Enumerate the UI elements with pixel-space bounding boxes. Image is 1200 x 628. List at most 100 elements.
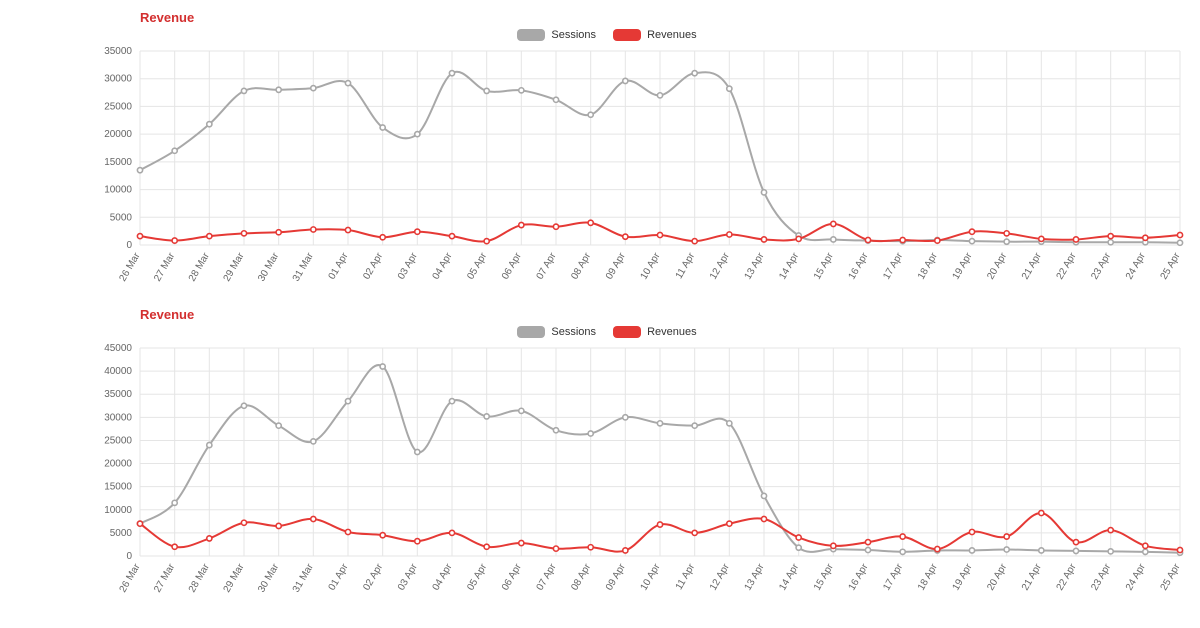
revenues-marker [415,539,420,544]
x-axis-label: 21 Apr [1020,251,1044,282]
x-axis-label: 11 Apr [674,562,698,592]
sessions-marker [692,423,697,428]
x-axis-label: 03 Apr [396,251,420,282]
svg-text:15000: 15000 [104,482,132,493]
revenues-marker [727,232,732,237]
legend-label-revenues: Revenues [647,29,697,41]
revenues-marker [345,530,350,535]
sessions-marker [415,450,420,455]
sessions-marker [831,237,836,242]
revenue-chart-1: Revenue Sessions Revenues 05000100001500… [10,10,1190,301]
x-axis-label: 27 Mar [152,562,177,595]
x-axis-label: 19 Apr [951,251,975,282]
x-axis-label: 25 Apr [1159,251,1183,282]
revenues-marker [623,548,628,553]
x-axis-label: 31 Mar [291,562,316,595]
sessions-marker [657,421,662,426]
revenues-marker [761,517,766,522]
x-axis-label: 22 Apr [1055,251,1079,282]
revenues-marker [969,530,974,535]
chart-legend: Sessions Revenues [10,29,1190,41]
revenues-marker [900,238,905,243]
revenues-marker [1177,233,1182,238]
sessions-marker [345,399,350,404]
revenue-chart-2: Revenue Sessions Revenues 05000100001500… [10,307,1190,612]
revenues-marker [657,522,662,527]
revenues-marker [137,521,142,526]
sessions-marker [588,112,593,117]
x-axis-label: 26 Mar [118,562,143,595]
x-axis-label: 29 Mar [222,251,247,284]
x-axis-label: 27 Mar [152,251,177,284]
revenues-marker [241,520,246,525]
sessions-marker [969,548,974,553]
sessions-marker [623,78,628,83]
revenues-marker [553,546,558,551]
x-axis-label: 26 Mar [118,251,143,284]
x-axis-label: 05 Apr [465,562,489,593]
chart-title: Revenue [140,10,1190,25]
sessions-marker [207,443,212,448]
sessions-marker [380,125,385,130]
x-axis-label: 12 Apr [708,562,732,593]
sessions-marker [969,239,974,244]
x-axis-label: 17 Apr [881,251,905,282]
sessions-marker [1073,549,1078,554]
revenues-marker [1073,237,1078,242]
sessions-marker [1039,548,1044,553]
svg-text:0: 0 [126,551,132,562]
svg-text:5000: 5000 [110,528,133,539]
x-axis-label: 20 Apr [985,562,1009,593]
revenues-marker [311,517,316,522]
sessions-marker [727,421,732,426]
revenues-marker [1108,528,1113,533]
revenues-marker [865,540,870,545]
revenues-marker [207,536,212,541]
svg-text:40000: 40000 [104,366,132,377]
revenues-marker [345,228,350,233]
revenues-marker [172,544,177,549]
x-axis-label: 07 Apr [535,251,559,282]
sessions-marker [588,431,593,436]
revenues-marker [1004,231,1009,236]
revenues-marker [935,547,940,552]
legend-swatch-sessions [517,326,545,338]
x-axis-label: 01 Apr [327,251,351,282]
revenues-marker [623,234,628,239]
legend-swatch-sessions [517,29,545,41]
x-axis-label: 18 Apr [916,251,940,282]
x-axis-label: 11 Apr [674,251,698,281]
revenues-marker [415,229,420,234]
x-axis-label: 08 Apr [569,562,593,593]
sessions-marker [519,88,524,93]
x-axis-label: 15 Apr [812,251,836,282]
revenues-marker [1143,235,1148,240]
sessions-marker [172,148,177,153]
revenues-marker [241,231,246,236]
x-axis-label: 24 Apr [1124,251,1148,282]
svg-text:30000: 30000 [104,74,132,85]
revenues-marker [796,535,801,540]
revenues-marker [1177,548,1182,553]
svg-text:0: 0 [126,240,132,251]
revenues-marker [172,238,177,243]
sessions-marker [1108,240,1113,245]
revenues-marker [484,239,489,244]
revenues-marker [449,530,454,535]
sessions-marker [345,81,350,86]
x-axis-label: 04 Apr [431,562,455,593]
revenues-marker [519,541,524,546]
sessions-marker [1004,239,1009,244]
revenues-marker [692,530,697,535]
x-axis-label: 06 Apr [500,251,524,282]
svg-text:35000: 35000 [104,46,132,57]
revenues-marker [276,524,281,529]
revenues-marker [553,224,558,229]
sessions-marker [1108,549,1113,554]
svg-text:20000: 20000 [104,459,132,470]
sessions-marker [1177,240,1182,245]
x-axis-label: 23 Apr [1089,562,1113,593]
chart-title: Revenue [140,307,1190,322]
sessions-marker [311,86,316,91]
sessions-marker [311,439,316,444]
